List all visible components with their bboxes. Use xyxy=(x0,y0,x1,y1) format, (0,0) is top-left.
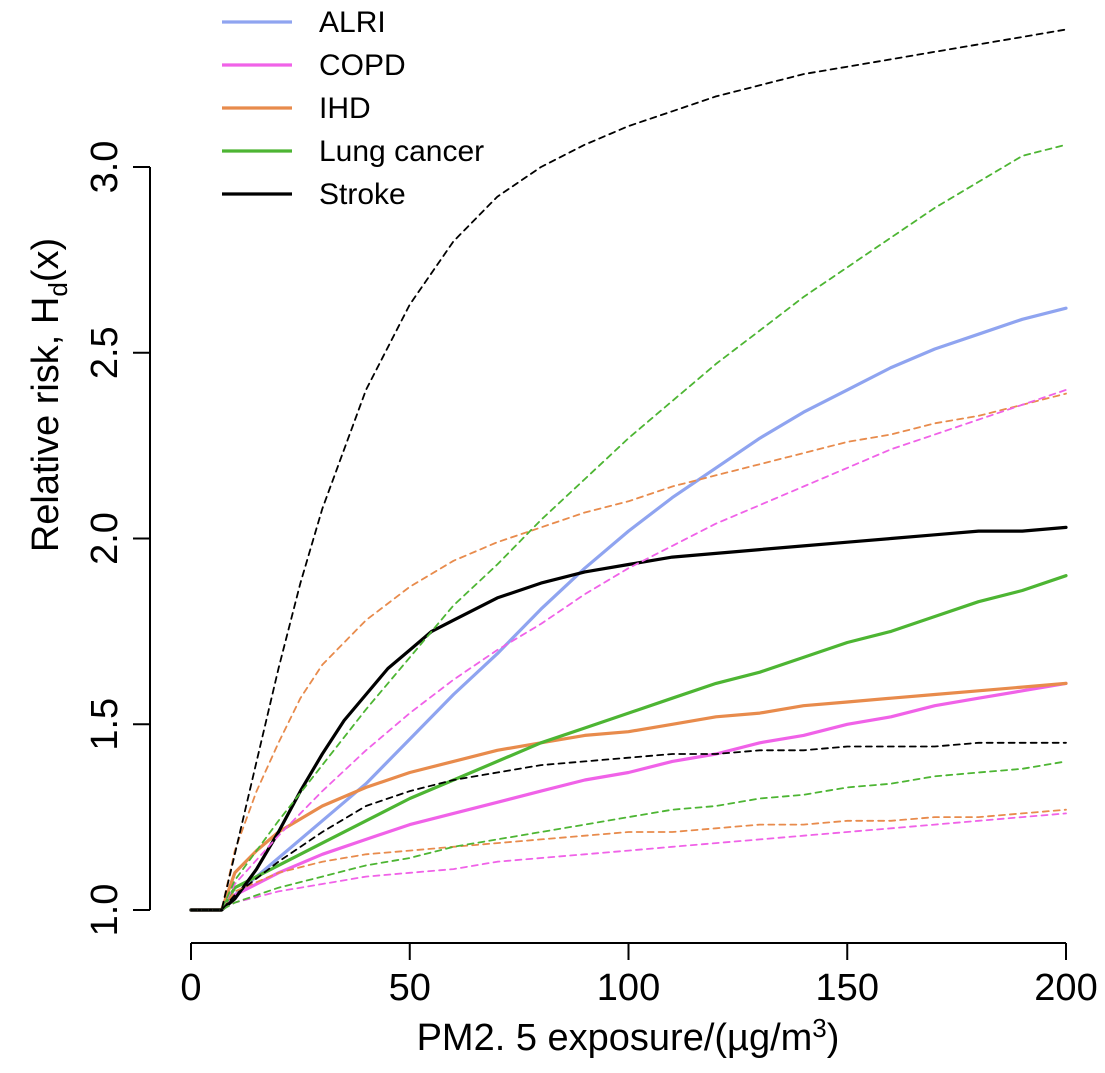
series-line-copd-dashed-8 xyxy=(190,812,1067,911)
series-line-stroke-dashed-12 xyxy=(190,741,1067,911)
series-line-stroke-dashed-11 xyxy=(190,28,1067,911)
series-layer xyxy=(189,28,1068,912)
x-axis-title: PM2. 5 exposure/(µg/m3) xyxy=(417,1013,840,1059)
legend: ALRI COPD IHD Lung cancer Stroke xyxy=(222,6,484,211)
series-line-alri-solid-0 xyxy=(189,306,1068,912)
x-axis: 0 50 100 150 200 xyxy=(180,942,1098,1009)
series-line-lung-cancer-solid-3 xyxy=(189,574,1068,912)
series-line-ihd-solid-2 xyxy=(189,681,1068,912)
x-ticks: 0 50 100 150 200 xyxy=(180,943,1098,1009)
series-line-copd-dashed-7 xyxy=(190,388,1067,911)
series-line-lung-cancer-dashed-10 xyxy=(190,760,1067,911)
legend-label-lung-cancer: Lung cancer xyxy=(319,135,484,168)
legend-label-alri: ALRI xyxy=(319,6,386,39)
series-line-lung-cancer-dashed-9 xyxy=(190,143,1067,911)
y-axis: 1.0 1.5 2.0 2.5 3.0 xyxy=(84,141,151,937)
x-tick-label: 150 xyxy=(816,967,879,1009)
series-line-copd-solid-1 xyxy=(189,681,1068,912)
y-tick-label: 2.5 xyxy=(84,326,126,379)
series-line-ihd-dashed-6 xyxy=(190,808,1067,911)
x-tick-label: 50 xyxy=(389,967,431,1009)
legend-label-stroke: Stroke xyxy=(319,178,406,211)
legend-label-ihd: IHD xyxy=(319,92,371,125)
y-tick-label: 3.0 xyxy=(84,141,126,194)
legend-label-copd: COPD xyxy=(319,49,406,82)
y-axis-title: Relative risk, Hd(x) xyxy=(25,238,73,552)
series-line-ihd-dashed-5 xyxy=(190,392,1067,911)
x-tick-label: 100 xyxy=(597,967,660,1009)
y-tick-label: 2.0 xyxy=(84,512,126,565)
y-tick-label: 1.5 xyxy=(84,698,126,751)
y-ticks: 1.0 1.5 2.0 2.5 3.0 xyxy=(84,141,150,937)
series-line-stroke-solid-4 xyxy=(189,525,1068,912)
y-tick-label: 1.0 xyxy=(84,884,126,937)
x-tick-label: 0 xyxy=(180,967,201,1009)
x-tick-label: 200 xyxy=(1034,967,1097,1009)
